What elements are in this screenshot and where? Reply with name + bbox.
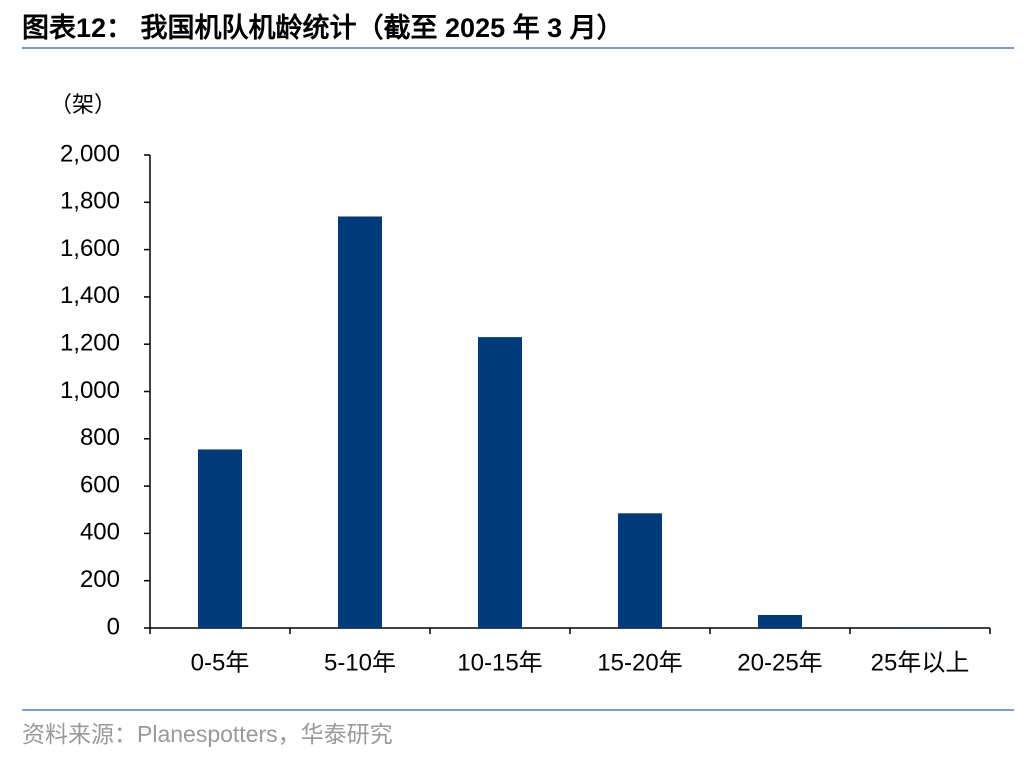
x-tick-label: 20-25年 — [737, 649, 822, 676]
bar — [758, 614, 802, 628]
bar — [478, 337, 522, 628]
y-tick-label: 1,200 — [60, 330, 120, 357]
x-tick-label: 15-20年 — [597, 649, 682, 676]
chart-title: 图表12： 我国机队机龄统计（截至 2025 年 3 月） — [22, 12, 624, 43]
y-tick-label: 2,000 — [60, 140, 120, 167]
y-tick-label: 1,400 — [60, 282, 120, 309]
y-tick-label: 800 — [80, 424, 120, 451]
y-tick-label: 0 — [107, 613, 120, 640]
y-tick-label: 400 — [80, 519, 120, 546]
x-tick-label: 0-5年 — [191, 649, 250, 676]
bar — [898, 627, 942, 628]
y-tick-label: 200 — [80, 566, 120, 593]
x-tick-label: 5-10年 — [324, 649, 396, 676]
bar — [338, 216, 382, 629]
y-tick-label: 1,600 — [60, 235, 120, 262]
x-tick-label: 25年以上 — [871, 649, 970, 676]
bar — [618, 513, 662, 628]
x-tick-label: 10-15年 — [457, 649, 542, 676]
y-tick-label: 1,000 — [60, 377, 120, 404]
bar — [198, 449, 242, 628]
y-axis-label: （架） — [50, 92, 116, 117]
source-note: 资料来源：Planespotters，华泰研究 — [22, 721, 393, 747]
y-tick-label: 600 — [80, 471, 120, 498]
y-tick-label: 1,800 — [60, 188, 120, 215]
